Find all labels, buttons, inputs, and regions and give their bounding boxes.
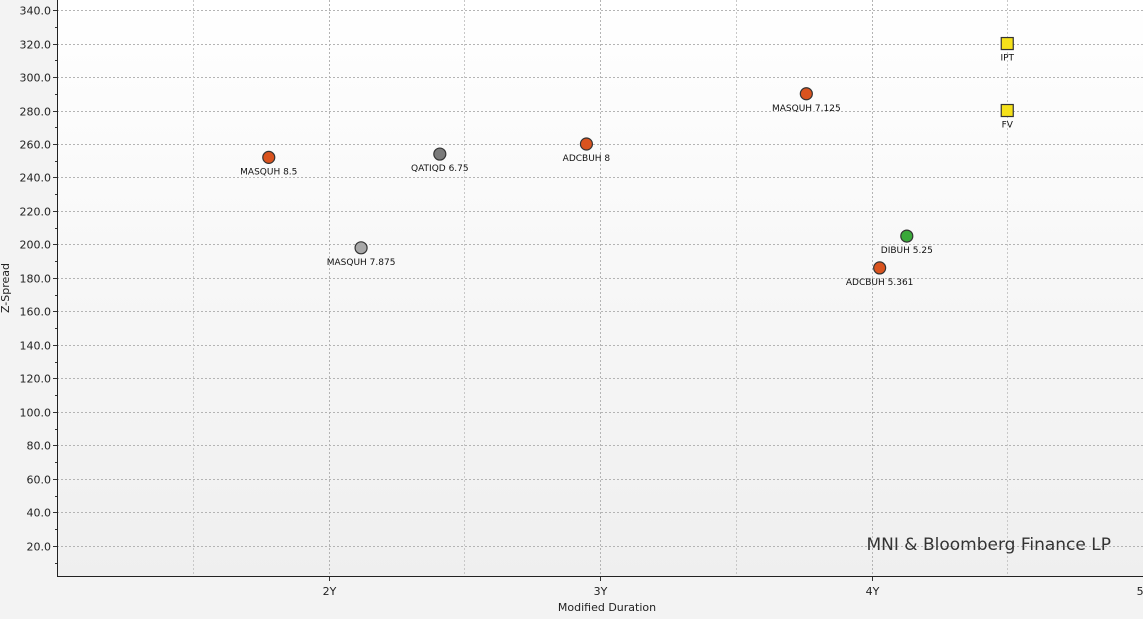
y-tick-label-40: 40.0 <box>27 507 52 520</box>
y-tick-label-120: 120.0 <box>20 373 52 386</box>
y-tick-label-60: 60.0 <box>27 474 52 487</box>
x-tick-label-4: 4Y <box>866 585 880 598</box>
y-tick-label-220: 220.0 <box>20 206 52 219</box>
label-masquh-7-125: MASQUH 7.125 <box>772 104 841 114</box>
y-tick-label-200: 200.0 <box>20 239 52 252</box>
point-fv <box>1001 105 1013 117</box>
y-tick-label-80: 80.0 <box>27 440 52 453</box>
y-tick-label-20: 20.0 <box>27 541 52 554</box>
label-qatiqd-6-75: QATIQD 6.75 <box>411 164 469 174</box>
point-masquh-8-5 <box>263 151 275 163</box>
y-tick-label-140: 140.0 <box>20 340 52 353</box>
point-adcbuh-5-361 <box>874 262 886 274</box>
x-tick-label-5: 5Y <box>1137 585 1143 598</box>
y-tick-label-160: 160.0 <box>20 306 52 319</box>
point-dibuh-5-25 <box>901 230 913 242</box>
label-ipt: IPT <box>1000 54 1014 64</box>
point-qatiqd-6-75 <box>434 148 446 160</box>
y-tick-label-100: 100.0 <box>20 407 52 420</box>
label-fv: FV <box>1002 121 1014 131</box>
y-tick-label-300: 300.0 <box>20 72 52 85</box>
x-axis-title: Modified Duration <box>558 601 656 614</box>
y-tick-label-320: 320.0 <box>20 39 52 52</box>
label-adcbuh-5-361: ADCBUH 5.361 <box>846 278 914 288</box>
point-masquh-7-875 <box>355 242 367 254</box>
y-axis-title: Z-Spread <box>0 263 12 313</box>
y-tick-label-260: 260.0 <box>20 139 52 152</box>
label-dibuh-5-25: DIBUH 5.25 <box>881 246 933 256</box>
y-tick-label-180: 180.0 <box>20 273 52 286</box>
watermark-text: MNI & Bloomberg Finance LP <box>866 535 1111 555</box>
y-tick-label-240: 240.0 <box>20 172 52 185</box>
y-tick-label-280: 280.0 <box>20 106 52 119</box>
point-ipt <box>1001 38 1013 50</box>
x-tick-label-3: 3Y <box>594 585 608 598</box>
y-tick-label-340: 340.0 <box>20 5 52 18</box>
point-masquh-7-125 <box>800 88 812 100</box>
x-tick-label-2: 2Y <box>323 585 337 598</box>
label-masquh-7-875: MASQUH 7.875 <box>327 258 396 268</box>
point-adcbuh-8 <box>580 138 592 150</box>
label-masquh-8-5: MASQUH 8.5 <box>240 167 297 177</box>
label-adcbuh-8: ADCBUH 8 <box>563 154 611 164</box>
